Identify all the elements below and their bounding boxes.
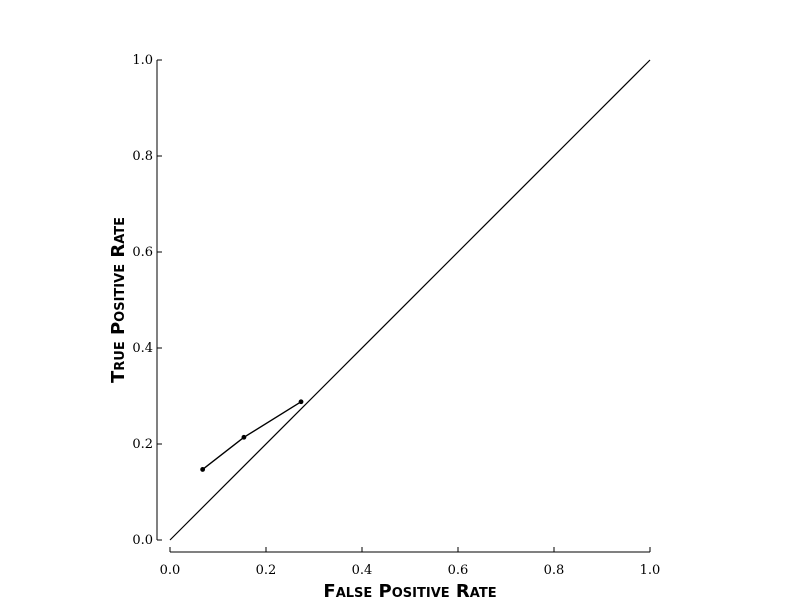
roc-curve-line [202, 401, 302, 470]
y-tick-label: 1.0 [132, 53, 153, 68]
series-layer [169, 59, 651, 541]
y-tick-label: 0.6 [132, 245, 153, 260]
x-tick-label: 0.2 [256, 563, 277, 578]
diagonal-reference-line [169, 59, 651, 541]
axes [156, 60, 650, 553]
roc-point [241, 434, 247, 440]
y-tick-label: 0.8 [132, 149, 153, 164]
y-tick-label: 0.2 [132, 437, 153, 452]
x-tick-label: 0.6 [448, 563, 469, 578]
y-ticks: 0.0 0.2 0.4 0.6 0.8 1.0 [132, 53, 162, 548]
roc-point [298, 399, 304, 405]
roc-point [200, 467, 206, 472]
x-axis-title: False Positive Rate [323, 581, 496, 600]
x-ticks: 0.0 0.2 0.4 0.6 0.8 1.0 [160, 547, 661, 578]
x-tick-label: 0.8 [544, 563, 565, 578]
y-tick-label: 0.4 [132, 341, 153, 356]
y-tick-label: 0.0 [132, 533, 153, 548]
x-tick-label: 0.4 [352, 563, 373, 578]
x-tick-label: 0.0 [160, 563, 181, 578]
x-tick-label: 1.0 [640, 563, 661, 578]
y-axis-title: True Positive Rate [108, 217, 129, 383]
